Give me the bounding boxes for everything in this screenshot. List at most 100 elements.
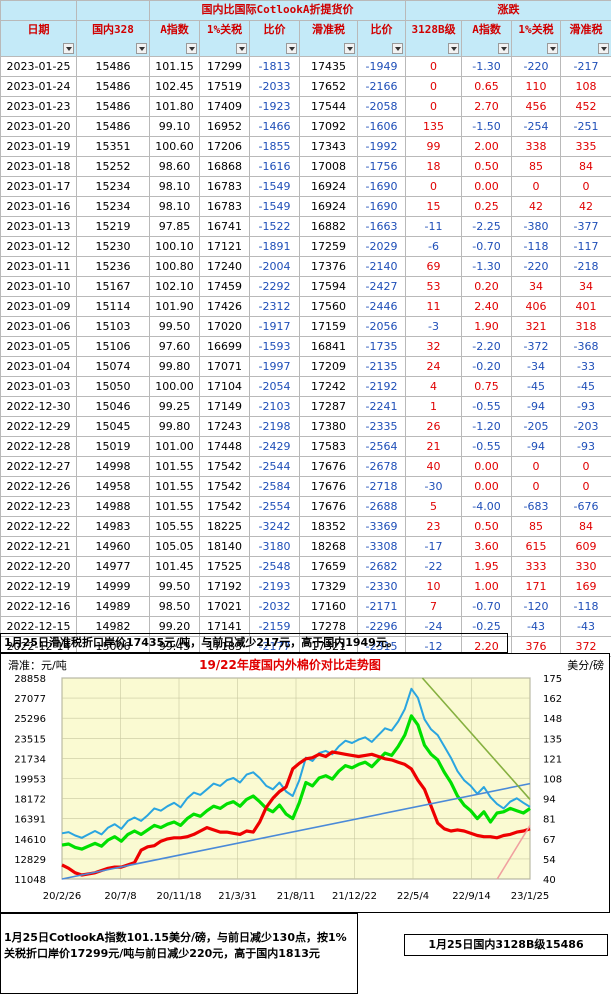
table-cell: -43 xyxy=(511,616,562,637)
table-cell: -0.55 xyxy=(461,396,513,417)
table-cell: -1923 xyxy=(249,96,300,117)
table-cell: -2688 xyxy=(356,496,407,517)
table-cell: 85 xyxy=(511,156,562,177)
table-cell: 15486 xyxy=(76,96,150,117)
y-tick-left: 19953 xyxy=(14,775,46,786)
table-cell: 17343 xyxy=(299,136,358,157)
table-cell: 2023-01-11 xyxy=(0,256,77,277)
table-cell: 105.55 xyxy=(149,516,200,537)
table-cell: 17209 xyxy=(299,356,358,377)
table-cell: -2554 xyxy=(249,496,300,517)
table-cell: -372 xyxy=(511,336,562,357)
header-domestic-top xyxy=(76,0,150,21)
table-cell: 99 xyxy=(405,136,463,157)
y-tick-right: 94 xyxy=(543,795,556,806)
y-tick-left: 18172 xyxy=(14,795,46,806)
table-cell: 2023-01-04 xyxy=(0,356,77,377)
table-cell: -2058 xyxy=(356,96,407,117)
table-cell: 16924 xyxy=(299,196,358,217)
x-tick-label: 20/11/18 xyxy=(157,891,202,902)
table-cell: 99.50 xyxy=(149,316,200,337)
table-cell: -3369 xyxy=(356,516,407,537)
table-cell: 15234 xyxy=(76,196,150,217)
table-row: 2022-12-14 15006 99.45 17183 -2177 17321 -2315… xyxy=(0,636,611,657)
y-tick-left: 16391 xyxy=(14,815,46,826)
filter-dropdown-icon[interactable] xyxy=(598,43,610,54)
table-cell: 18268 xyxy=(299,536,358,557)
filter-dropdown-icon[interactable] xyxy=(236,43,247,54)
table-cell: 406 xyxy=(511,296,562,317)
filter-dropdown-icon[interactable] xyxy=(136,43,147,54)
table-row: 2022-12-26 14958 101.55 17542 -2584 17676 -271… xyxy=(0,476,611,497)
table-cell: 17192 xyxy=(199,576,250,597)
y-tick-right: 54 xyxy=(543,855,556,866)
table-cell: -2584 xyxy=(249,476,300,497)
table-cell: 1.00 xyxy=(461,576,513,597)
filter-dropdown-icon[interactable] xyxy=(498,43,510,54)
table-cell: 17242 xyxy=(299,376,358,397)
table-cell: -1.30 xyxy=(461,56,513,77)
table-cell: 2022-12-21 xyxy=(0,536,77,557)
column-header-5: 滑准税 xyxy=(299,20,358,57)
table-cell: 17287 xyxy=(299,396,358,417)
y-tick-left: 14610 xyxy=(14,835,46,846)
table-row: 2023-01-16 15234 98.10 16783 -1549 16924 -1690… xyxy=(0,196,611,217)
table-cell: 17594 xyxy=(299,276,358,297)
table-row: 2023-01-24 15486 102.45 17519 -2033 17652 -216… xyxy=(0,76,611,97)
table-cell: -1690 xyxy=(356,176,407,197)
table-row: 2023-01-17 15234 98.10 16783 -1549 16924 -1690… xyxy=(0,176,611,197)
table-cell: -117 xyxy=(560,236,611,257)
table-cell: 17542 xyxy=(199,456,250,477)
table-cell: 2022-12-20 xyxy=(0,556,77,577)
table-cell: 15045 xyxy=(76,416,150,437)
table-cell: 24 xyxy=(405,356,463,377)
table-cell: -1891 xyxy=(249,236,300,257)
table-cell: -1606 xyxy=(356,116,407,137)
table-cell: 15236 xyxy=(76,256,150,277)
table-cell: -118 xyxy=(511,236,562,257)
table-cell: -1663 xyxy=(356,216,407,237)
table-cell: 100.80 xyxy=(149,256,200,277)
table-cell: 15074 xyxy=(76,356,150,377)
table-cell: 15252 xyxy=(76,156,150,177)
table-cell: 2022-12-29 xyxy=(0,416,77,437)
filter-dropdown-icon[interactable] xyxy=(448,43,460,54)
table-cell: -2335 xyxy=(356,416,407,437)
filter-dropdown-icon[interactable] xyxy=(63,43,74,54)
table-cell: 2022-12-16 xyxy=(0,596,77,617)
table-cell: -118 xyxy=(560,596,611,617)
table-cell: -22 xyxy=(405,556,463,577)
table-cell: -2292 xyxy=(249,276,300,297)
table-cell: 17380 xyxy=(299,416,358,437)
table-cell: -1756 xyxy=(356,156,407,177)
filter-dropdown-icon[interactable] xyxy=(392,43,404,54)
table-cell: -1735 xyxy=(356,336,407,357)
table-cell: 615 xyxy=(511,536,562,557)
table-cell: 14989 xyxy=(76,596,150,617)
table-cell: 321 xyxy=(511,316,562,337)
filter-dropdown-icon[interactable] xyxy=(547,43,559,54)
table-cell: 335 xyxy=(560,136,611,157)
table-cell: -93 xyxy=(560,396,611,417)
table-cell: 2023-01-10 xyxy=(0,276,77,297)
table-cell: -2429 xyxy=(249,436,300,457)
table-cell: 169 xyxy=(560,576,611,597)
table-cell: -220 xyxy=(511,56,562,77)
table-cell: -0.55 xyxy=(461,436,513,457)
table-cell: 84 xyxy=(560,156,611,177)
x-tick-label: 23/1/25 xyxy=(511,891,550,902)
table-cell: 2023-01-23 xyxy=(0,96,77,117)
table-cell: -1690 xyxy=(356,196,407,217)
table-cell: 42 xyxy=(511,196,562,217)
trend-line-trend1 xyxy=(61,782,531,880)
filter-dropdown-icon[interactable] xyxy=(186,43,197,54)
filter-dropdown-icon[interactable] xyxy=(286,43,297,54)
table-cell: 98.50 xyxy=(149,596,200,617)
table-cell: 100.00 xyxy=(149,376,200,397)
table-cell: 101.55 xyxy=(149,456,200,477)
table-cell: 0.25 xyxy=(461,196,513,217)
filter-dropdown-icon[interactable] xyxy=(344,43,355,54)
table-cell: 17676 xyxy=(299,456,358,477)
table-cell: 2023-01-24 xyxy=(0,76,77,97)
table-cell: -2.25 xyxy=(461,216,513,237)
